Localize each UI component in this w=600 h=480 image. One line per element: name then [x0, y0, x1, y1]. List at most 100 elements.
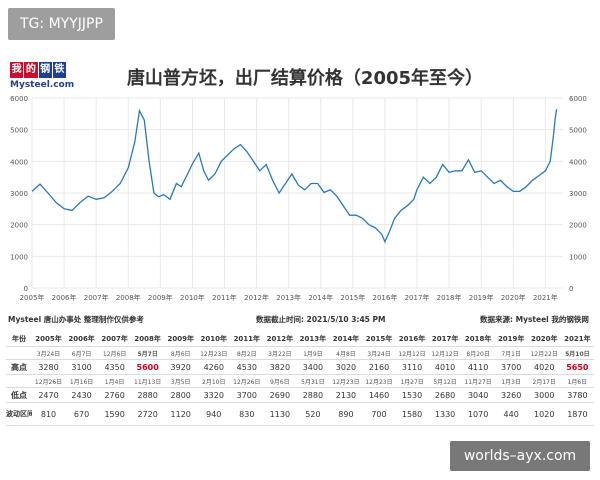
- mysteel-logo: 我 的 钢 铁 Mysteel.com: [10, 62, 74, 90]
- y-tick-label-left: 1000: [10, 253, 28, 261]
- row-label: [6, 374, 32, 388]
- table-cell: 11月13日: [131, 374, 165, 388]
- table-cell: 3110: [395, 359, 429, 375]
- table-cell: 11月27日: [461, 374, 495, 388]
- table-cell: 4260: [197, 359, 231, 375]
- y-tick-label-right: 0: [569, 285, 573, 293]
- table-cell: 2月10日: [197, 374, 231, 388]
- table-cell: 2020年: [527, 332, 561, 347]
- table-cell: 3100: [65, 359, 99, 375]
- table-cell: 810: [32, 402, 66, 426]
- x-tick-label: 2012年: [244, 293, 269, 302]
- table-cell: 3780: [560, 387, 594, 403]
- table-cell: 1460: [362, 387, 396, 403]
- table-cell: 3260: [494, 387, 528, 403]
- table-cell: 3月5日: [164, 374, 198, 388]
- watermark-bottom-right: worlds–ayx.com: [450, 441, 590, 471]
- y-axis-left: 0 1000 2000 3000 4000 5000 6000: [10, 95, 28, 293]
- row-label: [6, 346, 32, 360]
- table-cell: 2008年: [131, 332, 165, 347]
- table-cell: 2880: [296, 387, 330, 403]
- table-cell: 5月12日: [428, 374, 462, 388]
- watermark-top-left: TG: MYYJJPP: [8, 8, 115, 40]
- table-cell: 5月31日: [296, 374, 330, 388]
- table-cell: 3400: [296, 359, 330, 375]
- table-cell: 4350: [98, 359, 132, 375]
- table-cell: 3000: [527, 387, 561, 403]
- y-tick-label-left: 0: [24, 285, 28, 293]
- x-tick-label: 2008年: [116, 293, 141, 302]
- table-row-dt: 12月26日 1月16日 1月4日 11月13日 3月5日 2月10日 12月26日 9月6日…: [6, 374, 594, 388]
- table-cell: 3920: [164, 359, 198, 375]
- table-cell: 2010年: [197, 332, 231, 347]
- x-tick-label: 2018年: [437, 293, 462, 302]
- y-tick-label-left: 2000: [10, 222, 28, 230]
- table-cell: 8月6日: [164, 346, 198, 360]
- table-cell: 1530: [395, 387, 429, 403]
- table-cell: 890: [329, 402, 363, 426]
- table-cell: 1120: [164, 402, 198, 426]
- y-tick-label-right: 3000: [569, 190, 587, 198]
- table-cell: 2690: [263, 387, 297, 403]
- grid-lines: [31, 97, 563, 289]
- x-tick-label: 2006年: [52, 293, 77, 302]
- series-line: [31, 108, 558, 244]
- table-cell: 670: [65, 402, 99, 426]
- info-data-source: 数据来源: Mysteel 我的钢铁网: [480, 315, 589, 324]
- table-cell: 2007年: [98, 332, 132, 347]
- table-cell: 3月24日: [362, 346, 396, 360]
- x-tick-label: 2019年: [469, 293, 494, 302]
- table-cell: 2005年: [32, 332, 66, 347]
- table-cell: 940: [197, 402, 231, 426]
- y-axis-right: 0 1000 2000 3000 4000 5000 6000: [569, 95, 587, 293]
- table-row-val: 高点 3280 3100 4350 5600 3920 4260 4530 3820 3400 30…: [6, 359, 594, 375]
- x-tick-label: 2009年: [148, 293, 173, 302]
- table-row-yr: 年份 2005年 2006年 2007年 2008年 2009年 2010年 2011年 201…: [6, 332, 594, 347]
- table-cell: 1870: [560, 402, 594, 426]
- table-cell: 2021年: [560, 332, 594, 347]
- table-cell: 1月4日: [98, 374, 132, 388]
- yearly-stats-table: 年份 2005年 2006年 2007年 2008年 2009年 2010年 2011年 201…: [6, 332, 594, 426]
- x-tick-label: 2007年: [84, 293, 109, 302]
- table-cell: 2470: [32, 387, 66, 403]
- table-cell: 4010: [428, 359, 462, 375]
- table-cell: 5650: [560, 359, 594, 375]
- y-tick-label-right: 4000: [569, 158, 587, 166]
- x-tick-label: 2017年: [405, 293, 430, 302]
- table-cell: 2014年: [329, 332, 363, 347]
- table-cell: 8月2日: [230, 346, 264, 360]
- table-cell: 4020: [527, 359, 561, 375]
- table-cell: 2012年: [263, 332, 297, 347]
- y-tick-label-right: 2000: [569, 222, 587, 230]
- table-cell: 1月16日: [65, 374, 99, 388]
- table-cell: 12月26日: [32, 374, 66, 388]
- table-cell: 9月6日: [263, 374, 297, 388]
- table-cell: 12月23日: [362, 374, 396, 388]
- logo-mark: 我 的 钢 铁: [10, 62, 66, 78]
- table-cell: 2016年: [395, 332, 429, 347]
- table-cell: 3820: [263, 359, 297, 375]
- table-cell: 2019年: [494, 332, 528, 347]
- table-row-val: 低点 2470 2430 2760 2880 2800 3320 3700 2690 2880 21…: [6, 387, 594, 403]
- table-cell: 2720: [131, 402, 165, 426]
- table-cell: 2160: [362, 359, 396, 375]
- table-cell: 4530: [230, 359, 264, 375]
- logo-char-3: 钢: [38, 62, 52, 78]
- table-cell: 8月20日: [461, 346, 495, 360]
- table-cell: 3040: [461, 387, 495, 403]
- chart-title: 唐山普方坯，出厂结算价格（2005年至今）: [126, 68, 484, 89]
- table-cell: 12月23日: [329, 374, 363, 388]
- table-cell: 2800: [164, 387, 198, 403]
- table-cell: 2017年: [428, 332, 462, 347]
- table-cell: 2880: [131, 387, 165, 403]
- table-cell: 12月12日: [395, 346, 429, 360]
- y-tick-label-left: 4000: [10, 158, 28, 166]
- table-cell: 12月6日: [98, 346, 132, 360]
- table-cell: 3700: [230, 387, 264, 403]
- x-tick-label: 2021年: [533, 293, 558, 302]
- x-axis: 2005年 2006年 2007年 2008年 2009年 2010年 2011年 2012年…: [20, 293, 558, 302]
- table-cell: 1130: [263, 402, 297, 426]
- table-cell: 4月8日: [329, 346, 363, 360]
- table-cell: 3280: [32, 359, 66, 375]
- table-cell: 2018年: [461, 332, 495, 347]
